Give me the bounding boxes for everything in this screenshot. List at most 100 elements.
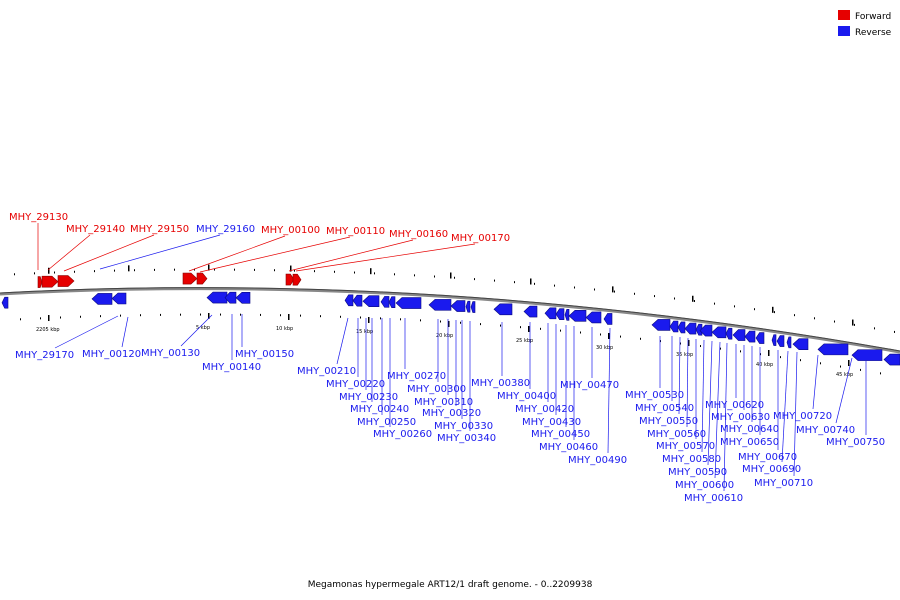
tick-dot <box>720 347 721 350</box>
forward-gene-arrow[interactable] <box>196 272 208 285</box>
tick-dot <box>314 270 315 273</box>
major-tick <box>852 319 854 326</box>
reverse-gene-arrow[interactable] <box>544 307 557 320</box>
reverse-gene-arrow[interactable] <box>792 338 809 350</box>
tick-dot <box>60 316 61 319</box>
label-leaders <box>37 223 867 492</box>
forward-gene-label: MHY_00160 <box>389 229 448 240</box>
reverse-gene-arrow[interactable] <box>725 327 733 340</box>
reverse-gene-arrow[interactable] <box>699 324 713 337</box>
reverse-gene-arrow[interactable] <box>111 292 127 305</box>
gene-arrows <box>1 272 900 366</box>
reverse-gene-label: MHY_00570 <box>656 441 715 452</box>
reverse-gene-arrow[interactable] <box>493 303 513 316</box>
forward-gene-arrow[interactable] <box>182 272 198 285</box>
reverse-gene-arrow[interactable] <box>380 296 390 308</box>
tick-dot <box>494 279 495 282</box>
reverse-gene-arrow[interactable] <box>428 299 452 311</box>
reverse-gene-arrow[interactable] <box>883 353 900 366</box>
tick-dots <box>14 264 895 375</box>
reverse-gene-label: MHY_00550 <box>639 416 698 427</box>
leader-line <box>714 341 721 479</box>
scale-label: 30 kbp <box>596 345 613 351</box>
reverse-gene-arrow[interactable] <box>235 291 251 304</box>
reverse-gene-label: MHY_00260 <box>373 429 432 440</box>
reverse-gene-arrow[interactable] <box>470 301 476 313</box>
reverse-gene-label: MHY_00140 <box>202 362 261 373</box>
reverse-gene-arrow[interactable] <box>450 300 466 312</box>
reverse-gene-arrow[interactable] <box>224 291 237 304</box>
tick-dot <box>774 311 775 314</box>
reverse-gene-arrow[interactable] <box>677 321 686 334</box>
reverse-gene-label: MHY_00610 <box>684 493 743 504</box>
tick-dot <box>120 314 121 317</box>
reverse-gene-arrow[interactable] <box>817 343 849 356</box>
reverse-gene-arrow[interactable] <box>695 323 703 336</box>
reverse-gene-arrow[interactable] <box>603 313 613 325</box>
reverse-gene-label: MHY_00380 <box>471 378 530 389</box>
major-tick <box>450 272 452 279</box>
scale-tick <box>528 326 530 332</box>
reverse-gene-arrow[interactable] <box>352 294 363 307</box>
forward-gene-label: MHY_29150 <box>130 224 189 235</box>
leader-line <box>707 340 713 466</box>
reverse-gene-arrow[interactable] <box>851 349 883 361</box>
tick-dot <box>574 286 575 289</box>
reverse-gene-arrow[interactable] <box>395 297 422 309</box>
reverse-gene-arrow[interactable] <box>91 293 113 305</box>
reverse-gene-arrow[interactable] <box>786 336 792 349</box>
reverse-gene-label: MHY_00620 <box>705 400 764 411</box>
tick-dot <box>74 270 75 273</box>
reverse-gene-label: MHY_00310 <box>414 397 473 408</box>
reverse-gene-arrow[interactable] <box>465 300 471 313</box>
reverse-gene-arrow[interactable] <box>388 296 396 309</box>
reverse-gene-arrow[interactable] <box>684 322 697 335</box>
forward-gene-arrow[interactable] <box>292 273 302 286</box>
reverse-gene-arrow[interactable] <box>568 310 587 322</box>
reverse-gene-arrow[interactable] <box>564 309 570 321</box>
forward-gene-arrow[interactable] <box>41 275 59 288</box>
reverse-gene-arrow[interactable] <box>732 329 746 341</box>
forward-gene-arrow[interactable] <box>285 273 295 286</box>
forward-gene-arrow[interactable] <box>57 275 75 287</box>
reverse-gene-arrow[interactable] <box>744 330 756 343</box>
tick-dot <box>694 300 695 303</box>
tick-dot <box>80 315 81 318</box>
forward-gene-label: MHY_00110 <box>326 226 385 237</box>
leader-line <box>336 317 349 365</box>
reverse-gene-arrow[interactable] <box>362 295 380 308</box>
leader-line <box>723 342 728 492</box>
forward-gene-label: MHY_00170 <box>451 233 510 244</box>
reverse-gene-arrow[interactable] <box>755 332 765 344</box>
leader-line <box>678 336 681 415</box>
reverse-gene-arrow[interactable] <box>776 335 785 347</box>
tick-dot <box>260 313 261 316</box>
tick-dot <box>680 342 681 345</box>
scale-tick <box>448 321 450 327</box>
reverse-gene-arrow[interactable] <box>555 308 565 320</box>
tick-dot <box>794 314 795 317</box>
reverse-gene-arrow[interactable] <box>344 294 354 307</box>
scale-tick <box>368 317 370 323</box>
major-tick <box>772 306 774 313</box>
forward-gene-arrow[interactable] <box>37 276 43 288</box>
tick-dot <box>474 278 475 281</box>
tick-dot <box>554 284 555 287</box>
tick-dot <box>894 330 895 333</box>
reverse-gene-arrow[interactable] <box>585 311 602 324</box>
reverse-gene-arrow[interactable] <box>711 326 727 339</box>
reverse-gene-arrow[interactable] <box>771 334 777 346</box>
reverse-gene-label: MHY_00740 <box>796 425 855 436</box>
reverse-gene-arrow[interactable] <box>669 320 679 333</box>
tick-dot <box>294 269 295 272</box>
reverse-gene-arrow[interactable] <box>1 296 9 309</box>
tick-dot <box>94 270 95 273</box>
reverse-gene-arrow[interactable] <box>651 319 671 331</box>
reverse-gene-label: MHY_00420 <box>515 404 574 415</box>
reverse-gene-arrow[interactable] <box>206 291 228 304</box>
tick-dot <box>814 317 815 320</box>
tick-dot <box>134 269 135 272</box>
reverse-gene-label: MHY_00240 <box>350 404 409 415</box>
reverse-gene-arrow[interactable] <box>523 305 538 318</box>
